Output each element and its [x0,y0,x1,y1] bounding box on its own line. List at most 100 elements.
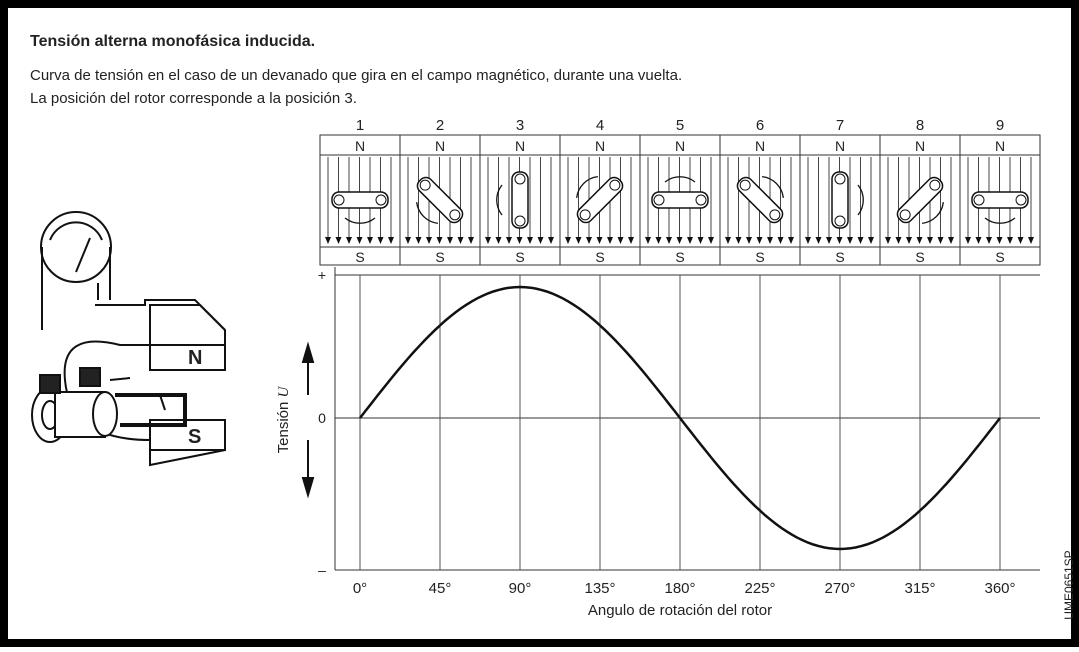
field-arrow [586,237,592,244]
field-arrow [857,237,864,244]
field-arrow [1017,237,1024,244]
field-arrow [346,237,352,244]
conductor [375,194,387,206]
field-arrow [847,237,853,244]
field-arrow [596,237,603,244]
field-arrow [666,237,672,244]
position-number: 5 [676,117,684,134]
rotation-arrow [762,176,784,198]
south-pole: S [835,249,844,265]
north-pole: N [355,138,365,154]
rotor [496,171,529,229]
field-arrow [565,237,571,244]
field-arrow [708,237,714,244]
field-arrow [1028,237,1034,244]
field-arrow [405,237,411,244]
field-arrow [356,237,363,244]
field-arrow [457,237,464,244]
conductor [653,194,665,206]
field-arrow [767,237,773,244]
position-number: 9 [996,117,1004,134]
rotation-arrow [496,184,503,216]
position-number: 3 [516,117,524,134]
north-pole: N [755,138,765,154]
voltage-curve [359,285,1001,551]
field-arrow [986,237,992,244]
rotor [331,191,389,224]
north-pole: N [915,138,925,154]
field-arrow [927,237,933,244]
y-zero: 0 [318,410,326,426]
field-arrow [826,237,832,244]
field-arrow [836,237,843,244]
rotor [971,191,1029,224]
magnet-south: S [188,426,201,448]
rotor [651,176,709,209]
field-arrow [697,237,704,244]
x-tick-label: 45° [429,580,452,597]
field-arrow [676,237,683,244]
north-pole: N [675,138,685,154]
y-minus: – [318,562,326,578]
south-pole: S [995,249,1004,265]
x-tick-label: 315° [904,580,935,597]
generator-illustration: N S [31,211,226,467]
field-arrow [367,237,373,244]
field-arrow [975,237,982,244]
position-number: 8 [916,117,924,134]
conductor [739,179,751,191]
position-number: 7 [836,117,844,134]
conductor [834,215,846,227]
field-arrow [996,237,1003,244]
y-axis-symbol: U [276,385,292,397]
rotor [736,176,784,224]
description: Curva de tensión en el caso de un devana… [30,67,682,84]
conductor [899,209,911,221]
y-axis-label-text: Tensión [275,402,292,454]
conductor [769,209,781,221]
field-arrow [377,237,384,244]
field-arrow [815,237,822,244]
field-arrow [607,237,613,244]
field-arrow [436,237,443,244]
y-arrows [301,341,315,499]
title: Tensión alterna monofásica inducida. [30,33,315,50]
conductor [834,173,846,185]
field-arrow [335,237,342,244]
rotation-arrow [857,184,864,216]
field-arrow [885,237,891,244]
south-pole: S [595,249,604,265]
field-arrow [506,237,512,244]
field-arrow [788,237,794,244]
field-arrow [548,237,554,244]
field-arrow [937,237,944,244]
conductor [609,179,621,191]
x-tick-label: 360° [984,580,1015,597]
conductor [1015,194,1027,206]
conductor [514,173,526,185]
y-axis-label: Tensión U [275,385,292,453]
field-arrow [965,237,971,244]
field-arrow [426,237,432,244]
field-arrow [495,237,502,244]
field-arrow [895,237,902,244]
field-arrow [687,237,693,244]
field-arrow [415,237,422,244]
field-arrow [645,237,651,244]
field-arrow [1007,237,1013,244]
field-arrow [575,237,582,244]
x-axis-label: Angulo de rotación del rotor [588,602,772,619]
field-arrow [725,237,731,244]
conductor [333,194,345,206]
conductor [449,209,461,221]
rotor [416,176,464,224]
x-tick-label: 0° [353,580,367,597]
rotor-coil [971,191,1029,209]
field-arrow [746,237,752,244]
conductor [579,209,591,221]
x-tick-label: 270° [824,580,855,597]
field-arrow [468,237,474,244]
rotation-arrow [416,202,438,224]
north-pole: N [515,138,525,154]
